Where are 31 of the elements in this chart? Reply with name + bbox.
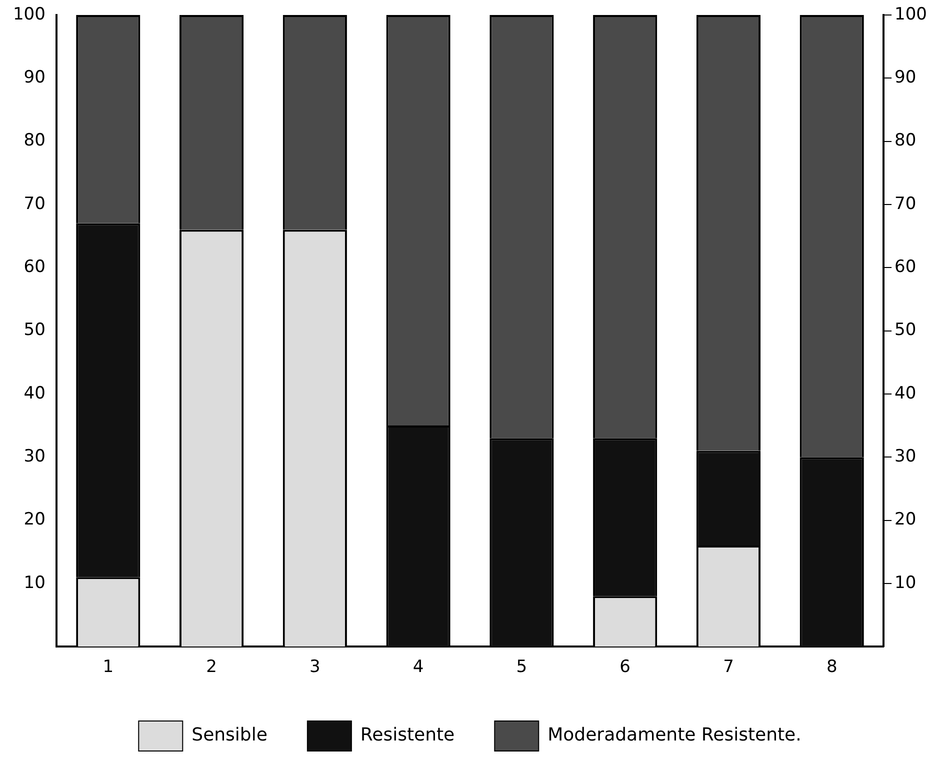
y2-tick-label: 40	[24, 383, 46, 404]
y2-tick-label: 80	[24, 130, 46, 151]
legend-label: Sensible	[192, 724, 268, 746]
y-tick-label: 90	[894, 68, 916, 88]
y2-tick-label: 20	[24, 510, 46, 530]
x-tick-label: 3	[310, 657, 320, 678]
y-tick-label: 80	[894, 130, 916, 151]
y2-tick-label: 10	[24, 572, 46, 593]
y2-tick-label: 50	[24, 320, 46, 340]
x-tick-label: 7	[723, 657, 734, 678]
y2-tick-label: 70	[24, 194, 46, 214]
x-tick-label: 4	[412, 657, 424, 678]
y2-tick-label: 60	[24, 257, 46, 278]
y-tick-label: 10	[894, 572, 916, 593]
y-tick-label: 100	[894, 4, 928, 24]
y2-tick-label: 90	[24, 68, 46, 88]
legend-label: Resistente	[360, 724, 455, 746]
y-tick-label: 30	[894, 446, 916, 467]
y2-tick-label: 30	[24, 446, 46, 467]
x-tick-label: 1	[102, 657, 114, 678]
y-tick-label: 60	[894, 257, 916, 278]
x-tick-label: 6	[620, 657, 630, 678]
x-tick-label: 5	[516, 657, 528, 678]
legend-label: Moderadamente Resistente.	[548, 724, 802, 746]
x-tick-label: 8	[826, 657, 838, 678]
x-tick-label: 2	[206, 657, 217, 678]
y-tick-label: 20	[894, 510, 916, 530]
y-tick-label: 40	[894, 383, 916, 404]
y2-tick-label: 100	[12, 4, 46, 24]
y-tick-label: 50	[894, 320, 916, 340]
y-tick-label: 70	[894, 194, 916, 214]
